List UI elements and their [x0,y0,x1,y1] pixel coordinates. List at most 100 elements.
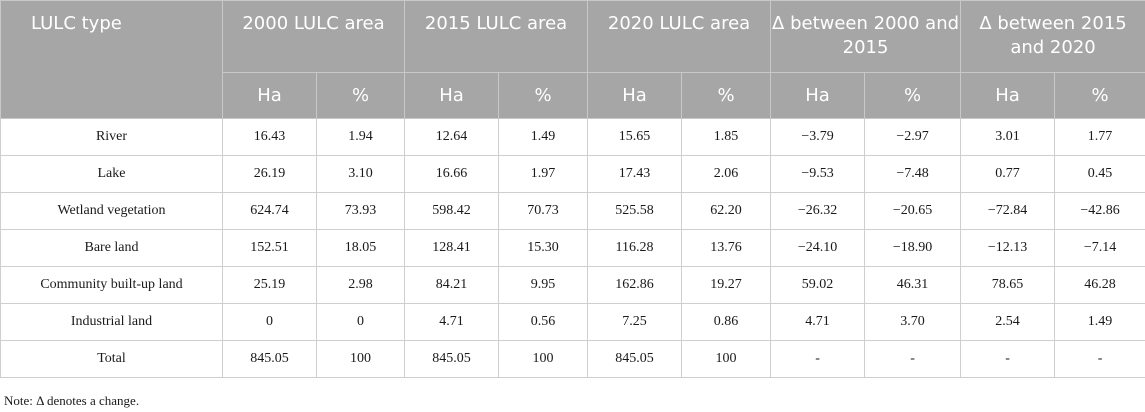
value-cell: 26.19 [222,155,317,193]
header-delta-2015-2020: Δ between 2015 and 2020 [960,0,1145,73]
value-cell: 2.54 [960,303,1056,341]
value-cell: 46.31 [864,266,962,304]
header-2020-area: 2020 LULC area [587,0,772,73]
value-cell: 162.86 [587,266,683,304]
value-cell: −2.97 [864,118,962,156]
value-cell: 1.97 [498,155,589,193]
lulc-type-cell: Industrial land [0,303,223,341]
unit-header: % [498,72,589,119]
value-cell: 116.28 [587,229,683,267]
value-cell: 12.64 [404,118,500,156]
value-cell: 3.01 [960,118,1056,156]
table-row: Total 845.05 100 845.05 100 845.05 100- - - - [0,340,1145,378]
table-row: Bare land 152.51 18.05 128.41 15.30 116.28 13.… [0,229,1145,267]
value-cell: 100 [498,340,589,378]
value-cell: 1.77 [1054,118,1145,156]
unit-header: % [315,72,406,119]
value-cell: −12.13 [960,229,1056,267]
value-cell: 100 [315,340,406,378]
table-row: Community built-up land 25.19 2.98 84.21 9.9… [0,266,1145,304]
value-cell: 16.43 [222,118,317,156]
value-cell: 46.28 [1054,266,1145,304]
value-cell: 16.66 [404,155,500,193]
value-cell: 4.71 [770,303,866,341]
unit-header: Ha [770,72,866,119]
table-row: Industrial land 0 0 4.71 0.56 7.25 0.86 4.71 3.7… [0,303,1145,341]
lulc-type-cell: Bare land [0,229,223,267]
lulc-type-cell: Community built-up land [0,266,223,304]
value-cell: 100 [681,340,772,378]
value-cell: 4.71 [404,303,500,341]
value-cell: 15.30 [498,229,589,267]
lulc-type-cell: Total [0,340,223,378]
header-lulc-type: LULC type [0,0,223,119]
value-cell: 0.56 [498,303,589,341]
value-cell: −7.48 [864,155,962,193]
value-cell: - [770,340,866,378]
value-cell: - [1054,340,1145,378]
value-cell: 7.25 [587,303,683,341]
value-cell: 73.93 [315,192,406,230]
value-cell: 18.05 [315,229,406,267]
value-cell: −20.65 [864,192,962,230]
value-cell: 0.86 [681,303,772,341]
unit-header: Ha [404,72,500,119]
value-cell: 15.65 [587,118,683,156]
value-cell: 9.95 [498,266,589,304]
lulc-change-table: LULC type 2000 LULC area 2015 LULC area … [0,0,1145,378]
value-cell: 13.76 [681,229,772,267]
value-cell: −72.84 [960,192,1056,230]
table-body: River 16.43 1.94 12.64 1.49 15.65 1.85 −3.79 −2.… [0,118,1145,378]
value-cell: 1.85 [681,118,772,156]
value-cell: 2.98 [315,266,406,304]
value-cell: 845.05 [587,340,683,378]
unit-header-row: Ha % Ha % Ha % Ha % Ha % [1,72,1145,119]
value-cell: 25.19 [222,266,317,304]
value-cell: 845.05 [404,340,500,378]
table-row: Lake 26.19 3.10 16.66 1.97 17.43 2.06 −9.53 −7.4… [0,155,1145,193]
unit-header: Ha [587,72,683,119]
value-cell: 3.70 [864,303,962,341]
value-cell: 0 [222,303,317,341]
value-cell: 624.74 [222,192,317,230]
header-2015-area: 2015 LULC area [404,0,589,73]
value-cell: 62.20 [681,192,772,230]
unit-header: % [1054,72,1145,119]
unit-header: % [864,72,962,119]
value-cell: −26.32 [770,192,866,230]
value-cell: 70.73 [498,192,589,230]
lulc-type-cell: River [0,118,223,156]
value-cell: - [864,340,962,378]
unit-header: Ha [222,72,317,119]
value-cell: 0 [315,303,406,341]
value-cell: 17.43 [587,155,683,193]
table-note: Note: Δ denotes a change. [4,393,140,408]
value-cell: 128.41 [404,229,500,267]
table-row: River 16.43 1.94 12.64 1.49 15.65 1.85 −3.79 −2.… [0,118,1145,156]
unit-header: Ha [960,72,1056,119]
value-cell: 1.94 [315,118,406,156]
value-cell: 59.02 [770,266,866,304]
value-cell: −3.79 [770,118,866,156]
header-2000-area: 2000 LULC area [221,0,406,73]
value-cell: 525.58 [587,192,683,230]
value-cell: −7.14 [1054,229,1145,267]
unit-header: % [681,72,772,119]
value-cell: 84.21 [404,266,500,304]
value-cell: 845.05 [222,340,317,378]
value-cell: 3.10 [315,155,406,193]
table-row: Wetland vegetation 624.74 73.93 598.42 70.73… [0,192,1145,230]
value-cell: −9.53 [770,155,866,193]
header-delta-2000-2015: Δ between 2000 and 2015 [770,0,962,73]
group-header-row: LULC type 2000 LULC area 2015 LULC area … [0,0,1145,119]
value-cell: 1.49 [1054,303,1145,341]
value-cell: 2.06 [681,155,772,193]
value-cell: −24.10 [770,229,866,267]
value-cell: 0.77 [960,155,1056,193]
lulc-type-cell: Wetland vegetation [0,192,223,230]
value-cell: 0.45 [1054,155,1145,193]
value-cell: −42.86 [1054,192,1145,230]
value-cell: −18.90 [864,229,962,267]
value-cell: 78.65 [960,266,1056,304]
value-cell: 152.51 [222,229,317,267]
